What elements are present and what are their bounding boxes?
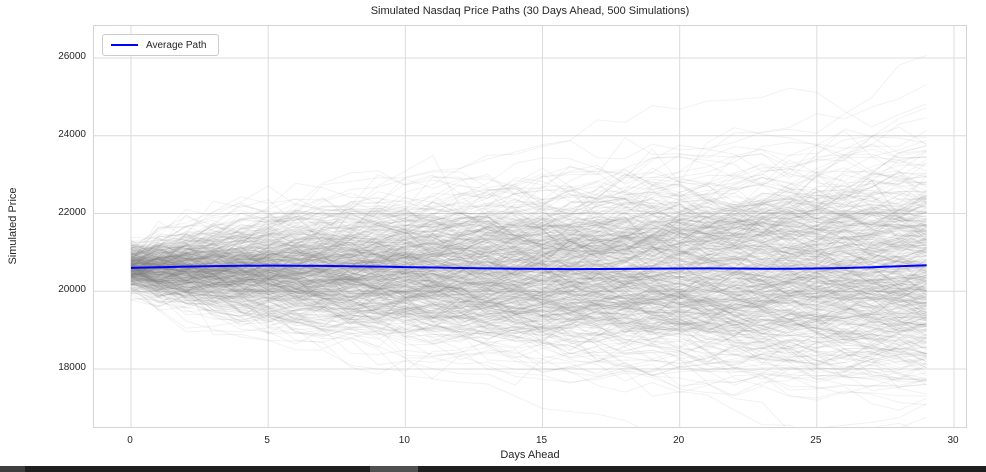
x-axis-label: Days Ahead: [500, 449, 560, 461]
plot-area: Average Path: [93, 25, 967, 428]
y-tick-label: 24000: [58, 128, 86, 140]
simulation-paths: [130, 54, 927, 427]
bottom-bar-gray-segment: [370, 466, 418, 472]
gridlines: [94, 26, 966, 427]
x-tick-label: 25: [810, 435, 822, 446]
x-tick-label: 20: [673, 435, 685, 446]
bottom-window-edge: [0, 466, 986, 472]
legend-line-swatch: [111, 44, 138, 46]
legend-label: Average Path: [146, 39, 207, 51]
x-tick-label: 30: [947, 435, 959, 446]
x-tick-label: 15: [535, 435, 548, 446]
y-tick-label: 22000: [58, 206, 86, 218]
bottom-bar-left-segment: [0, 466, 25, 472]
average-path-line: [130, 264, 927, 271]
plot-canvas: [94, 26, 966, 427]
x-tick-label: 10: [398, 435, 410, 446]
bottom-bar-main: [0, 466, 986, 472]
x-tick-label: 0: [127, 435, 133, 446]
chart-title: Simulated Nasdaq Price Paths (30 Days Ah…: [370, 5, 690, 17]
y-tick-label: 18000: [58, 362, 86, 373]
y-tick-label: 26000: [58, 51, 86, 62]
y-tick-label: 20000: [58, 284, 86, 296]
x-tick-label: 5: [264, 435, 270, 446]
y-axis-label: Simulated Price: [7, 187, 19, 265]
legend: Average Path: [102, 34, 219, 56]
